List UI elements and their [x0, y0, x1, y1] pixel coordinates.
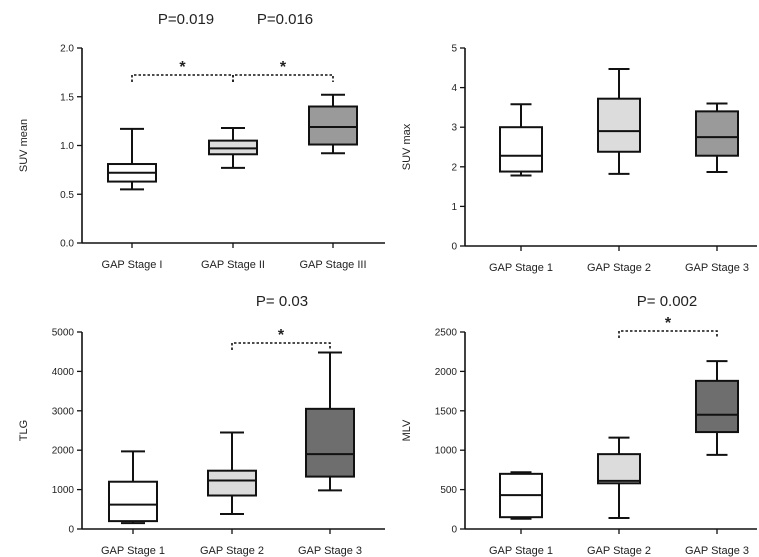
significance-bracket	[618, 330, 718, 338]
x-category-label: GAP Stage 3	[685, 545, 749, 557]
significance-star: *	[280, 59, 287, 76]
iqr-box	[597, 97, 641, 153]
iqr-box	[108, 480, 158, 523]
significance-bracket	[131, 74, 234, 82]
p-value-label: P= 0.03	[256, 293, 308, 310]
x-category-label: GAP Stage 2	[200, 545, 264, 557]
significance-star: *	[278, 327, 285, 344]
y-tick-label: 500	[440, 485, 457, 496]
box-plot-2	[597, 67, 641, 175]
p-value-label: P=0.016	[257, 11, 313, 28]
y-tick-label: 0	[451, 525, 457, 536]
y-tick-label: 5000	[52, 328, 75, 339]
chart-panel-2: 0 1 2 3 4 5 SUV max GAP Stage 1 GAP Stage 2 GAP S…	[401, 44, 757, 274]
chart-panel-4: 0 500 1000 1500 2000 2500 MLV GAP Stage 1 GAP St…	[401, 293, 757, 557]
y-tick-label: 1000	[435, 446, 458, 457]
y-tick-label: 0.5	[60, 190, 74, 201]
x-category-label: GAP Stage 2	[587, 545, 651, 557]
y-tick-label: 1	[451, 202, 457, 213]
box-plot-2	[208, 126, 258, 169]
chart-panel-1: 0.0 0.5 1.0 1.5 2.0 SUV mean GAP Stage I GAP St…	[18, 11, 385, 271]
y-tick-label: 0	[68, 525, 74, 536]
iqr-box	[695, 110, 739, 157]
y-tick-label: 1.0	[60, 141, 74, 152]
y-tick-label: 1000	[52, 485, 75, 496]
x-category-label: GAP Stage 1	[489, 545, 553, 557]
y-tick-label: 1500	[435, 406, 458, 417]
x-category-label: GAP Stage 3	[298, 545, 362, 557]
y-tick-label: 4000	[52, 367, 75, 378]
iqr-box	[305, 407, 355, 478]
iqr-box	[207, 469, 257, 497]
iqr-box	[308, 105, 358, 146]
y-axis-label: SUV mean	[18, 119, 30, 172]
significance-star: *	[179, 59, 186, 76]
x-category-label: GAP Stage II	[201, 259, 265, 271]
x-category-label: GAP Stage I	[102, 259, 163, 271]
y-tick-label: 5	[451, 44, 457, 55]
x-category-label: GAP Stage III	[299, 259, 366, 271]
y-tick-label: 0	[451, 242, 457, 253]
box-plot-2	[597, 436, 641, 519]
x-category-label: GAP Stage 2	[587, 262, 651, 274]
box-plot-3	[308, 93, 358, 155]
y-tick-label: 1.5	[60, 92, 74, 103]
box-plot-2	[207, 431, 257, 516]
box-plot-1	[499, 103, 543, 177]
significance-bracket	[231, 342, 331, 350]
y-tick-label: 3	[451, 123, 457, 134]
box-plot-3	[695, 102, 739, 173]
y-tick-label: 2000	[52, 446, 75, 457]
x-category-label: GAP Stage 3	[685, 262, 749, 274]
x-category-label: GAP Stage 1	[489, 262, 553, 274]
box-plot-1	[108, 450, 158, 525]
x-category-label: GAP Stage 1	[101, 545, 165, 557]
box-plot-3	[695, 360, 739, 456]
significance-bracket	[232, 74, 334, 82]
y-tick-label: 2000	[435, 367, 458, 378]
box-plot-3	[305, 351, 355, 492]
y-tick-label: 3000	[52, 406, 75, 417]
y-tick-label: 2.0	[60, 44, 74, 55]
box-plot-1	[107, 127, 157, 191]
p-value-label: P= 0.002	[637, 293, 697, 310]
iqr-box	[695, 379, 739, 434]
significance-star: *	[665, 315, 672, 332]
y-tick-label: 4	[451, 83, 457, 94]
iqr-box	[499, 126, 543, 173]
y-tick-label: 2	[451, 162, 457, 173]
p-value-label: P=0.019	[158, 11, 214, 28]
y-axis-label: TLG	[18, 420, 30, 441]
iqr-box	[597, 453, 641, 485]
y-tick-label: 2500	[435, 328, 458, 339]
box-plot-1	[499, 471, 543, 520]
y-axis-label: SUV max	[401, 123, 413, 170]
y-axis-label: MLV	[401, 419, 413, 441]
y-tick-label: 0.0	[60, 239, 74, 250]
chart-panel-3: 0 1000 2000 3000 4000 5000 TLG GAP Stage 1 GAP S…	[18, 293, 385, 557]
